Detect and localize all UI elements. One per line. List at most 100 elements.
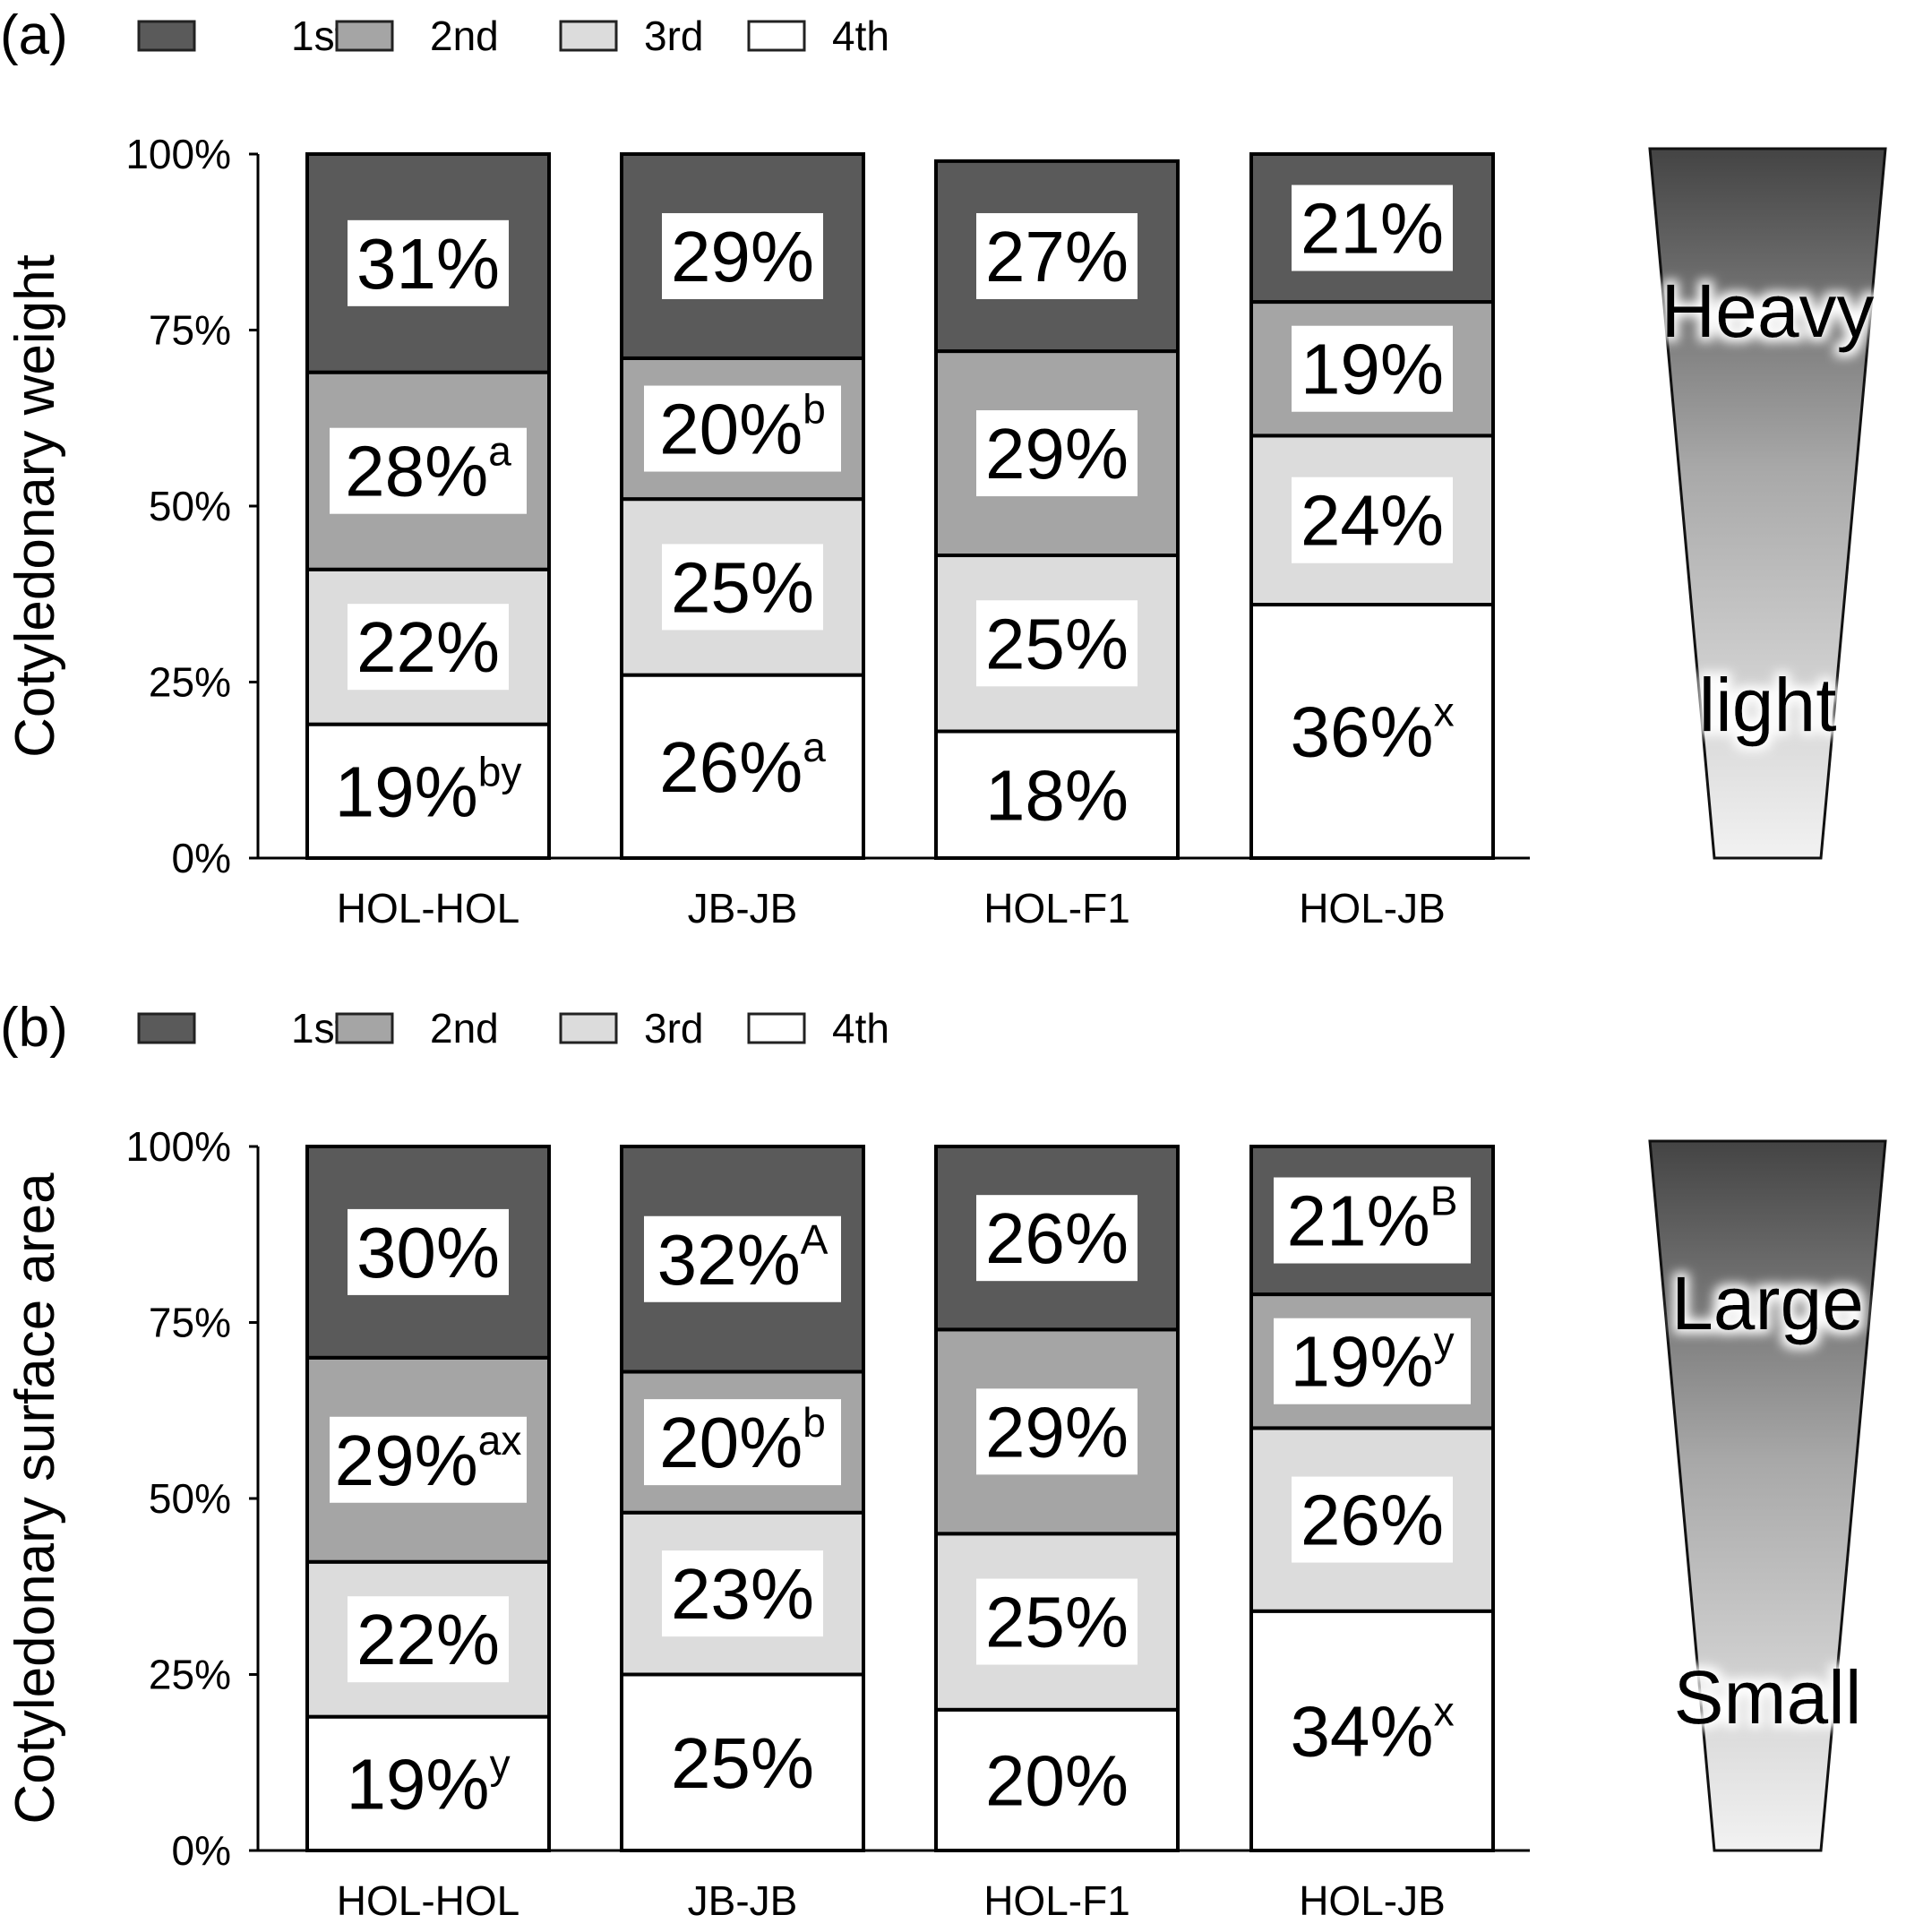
panel-1-bar-segment-JB-JB-4th	[620, 1672, 865, 1852]
panel-0-y-tick-label: 50%	[149, 483, 231, 529]
panel-1-category-label-HOL-F1: HOL-F1	[983, 1877, 1130, 1924]
panel-1-panel-label: (b)	[0, 997, 68, 1059]
panel-0-value-label-JB-JB-3rd: 25%	[671, 547, 814, 627]
panel-0-scale-word-bottom: light	[1698, 663, 1836, 747]
panel-1-legend-swatch-3rd	[559, 1012, 618, 1044]
panel-1-value-box-HOL-HOL-1st	[348, 1208, 509, 1295]
panel-1-value-label-JB-JB-4th: 25%	[671, 1723, 814, 1803]
panel-1-y-tick-label: 100%	[125, 1123, 231, 1170]
panel-0-value-label-HOL-JB-3rd: 24%	[1301, 481, 1444, 561]
panel-0-gradient-scale	[1648, 147, 1887, 860]
panel-0-category-label-HOL-JB: HOL-JB	[1299, 885, 1446, 932]
panel-1-value-box-JB-JB-2nd	[644, 1399, 841, 1486]
panel-0-y-tick-label: 0%	[172, 835, 231, 881]
panel-1-value-box-HOL-F1-1st	[976, 1195, 1138, 1282]
panel-0-value-box-HOL-F1-2nd	[976, 410, 1138, 497]
panel-0-value-box-JB-JB-2nd	[644, 385, 841, 472]
panel-1-category-label-JB-JB: JB-JB	[688, 1877, 798, 1924]
panel-0-value-label-HOL-HOL-3rd: 22%	[356, 607, 500, 687]
panel-1-value-label-HOL-JB-2nd: 19%y	[1290, 1318, 1454, 1402]
panel-1-y-axis-title: Cotyledonary surface area	[4, 1172, 66, 1825]
panel-0-value-label-HOL-F1-3rd: 25%	[985, 604, 1129, 683]
panel-1-legend-label-4th: 4th	[832, 1005, 889, 1052]
panel-0-legend-label-3rd: 3rd	[644, 13, 703, 59]
panel-0-y-tick-label: 100%	[125, 131, 231, 177]
panel-0-value-label-HOL-HOL-2nd: 28%a	[345, 428, 511, 511]
panel-0-panel-label: (a)	[0, 4, 68, 66]
panel-1-category-label-HOL-JB: HOL-JB	[1299, 1877, 1446, 1924]
panel-0-value-box-HOL-HOL-3rd	[348, 604, 509, 691]
panel-1-bar-segment-HOL-JB-4th	[1249, 1609, 1495, 1852]
panel-0-value-label-JB-JB-1st: 29%	[671, 217, 814, 296]
panel-0-value-box-HOL-JB-2nd	[1292, 325, 1453, 412]
panel-1-legend-label-3rd: 3rd	[644, 1005, 703, 1052]
panel-1-value-label-HOL-F1-2nd: 29%	[985, 1392, 1129, 1472]
panel-0-category-label-HOL-HOL: HOL-HOL	[337, 885, 519, 932]
panel-1-legend-swatch-4th	[747, 1012, 806, 1044]
panel-0-value-box-HOL-JB-3rd	[1292, 477, 1453, 563]
panel-1-scale-word-bottom: Small	[1673, 1655, 1861, 1739]
panel-1-value-box-HOL-JB-3rd	[1292, 1476, 1453, 1563]
panel-1-value-box-JB-JB-1st	[644, 1215, 841, 1302]
panel-1-y-tick-label: 75%	[149, 1300, 231, 1346]
panel-1-value-box-JB-JB-3rd	[662, 1550, 823, 1637]
panel-0-value-label-HOL-JB-2nd: 19%	[1301, 330, 1444, 409]
panel-0-value-box-HOL-F1-3rd	[976, 600, 1138, 687]
panel-0-value-box-JB-JB-3rd	[662, 544, 823, 631]
panel-0-value-label-JB-JB-4th: 26%a	[659, 724, 826, 807]
panel-0-value-label-HOL-HOL-4th: 19%by	[335, 748, 522, 831]
panel-1-legend-swatch-1st	[137, 1012, 196, 1044]
panel-0-legend-swatch-3rd	[559, 20, 618, 52]
panel-1-value-label-JB-JB-2nd: 20%b	[659, 1399, 826, 1482]
panel-1-legend-label-2nd: 2nd	[430, 1005, 499, 1052]
panel-0-legend-swatch-1st	[137, 20, 196, 52]
panel-0-value-label-HOL-HOL-1st: 31%	[356, 224, 500, 304]
panel-1-gradient-scale	[1648, 1139, 1887, 1852]
panel-1-value-box-HOL-HOL-2nd	[330, 1416, 527, 1503]
panel-1-value-label-HOL-F1-3rd: 25%	[985, 1583, 1129, 1662]
panel-0-value-box-HOL-F1-1st	[976, 212, 1138, 299]
panel-1-y-tick-label: 50%	[149, 1475, 231, 1522]
panel-0-bar-segment-HOL-JB-4th	[1249, 603, 1495, 860]
panel-0-value-label-HOL-JB-4th: 36%x	[1290, 689, 1454, 772]
panel-0-value-label-HOL-F1-4th: 18%	[985, 755, 1129, 835]
panel-0-y-tick-label: 75%	[149, 307, 231, 354]
panel-0-value-label-JB-JB-2nd: 20%b	[659, 386, 826, 469]
panel-1-scale-word-top: Large	[1671, 1261, 1864, 1345]
panel-1-value-box-HOL-F1-2nd	[976, 1388, 1138, 1475]
panel-1-legend-swatch-2nd	[335, 1012, 394, 1044]
panel-1-value-label-HOL-F1-1st: 26%	[985, 1198, 1129, 1278]
panel-1-value-label-HOL-HOL-4th: 19%y	[346, 1740, 510, 1824]
panel-1-y-tick-label: 25%	[149, 1652, 231, 1698]
panel-0-category-label-JB-JB: JB-JB	[688, 885, 798, 932]
panel-1-bar-segment-HOL-F1-4th	[934, 1707, 1180, 1853]
panel-1-value-label-HOL-JB-1st: 21%B	[1287, 1178, 1458, 1261]
panel-1-value-label-HOL-HOL-1st: 30%	[356, 1213, 500, 1292]
panel-1-category-label-HOL-HOL: HOL-HOL	[337, 1877, 519, 1924]
panel-0-value-box-JB-JB-1st	[662, 212, 823, 299]
panel-0-y-tick-label: 25%	[149, 659, 231, 706]
panel-0-value-label-HOL-F1-1st: 27%	[985, 217, 1129, 296]
panel-0-legend-label-2nd: 2nd	[430, 13, 499, 59]
panel-0-value-label-HOL-F1-2nd: 29%	[985, 414, 1129, 494]
panel-1-y-tick-label: 0%	[172, 1827, 231, 1874]
panel-0-legend-swatch-2nd	[335, 20, 394, 52]
panel-1-value-box-HOL-JB-1st	[1274, 1177, 1471, 1264]
panel-0-legend-swatch-4th	[747, 20, 806, 52]
panel-1-bar-segment-HOL-HOL-4th	[305, 1714, 551, 1853]
panel-1-value-label-HOL-HOL-3rd: 22%	[356, 1600, 500, 1679]
panel-0-value-box-HOL-JB-1st	[1292, 185, 1453, 271]
panel-1-value-box-HOL-JB-2nd	[1274, 1318, 1471, 1404]
panel-0-category-label-HOL-F1: HOL-F1	[983, 885, 1130, 932]
panel-1-value-box-HOL-HOL-3rd	[348, 1596, 509, 1683]
panel-0-legend-label-4th: 4th	[832, 13, 889, 59]
panel-1-value-label-HOL-JB-3rd: 26%	[1301, 1481, 1444, 1560]
panel-0-bar-segment-JB-JB-4th	[620, 673, 865, 861]
panel-1-value-label-HOL-F1-4th: 20%	[985, 1740, 1129, 1820]
panel-1-value-label-HOL-JB-4th: 34%x	[1290, 1687, 1454, 1771]
panel-1-value-box-HOL-F1-3rd	[976, 1578, 1138, 1665]
panel-0-scale-word-top: Heavy	[1661, 269, 1874, 353]
